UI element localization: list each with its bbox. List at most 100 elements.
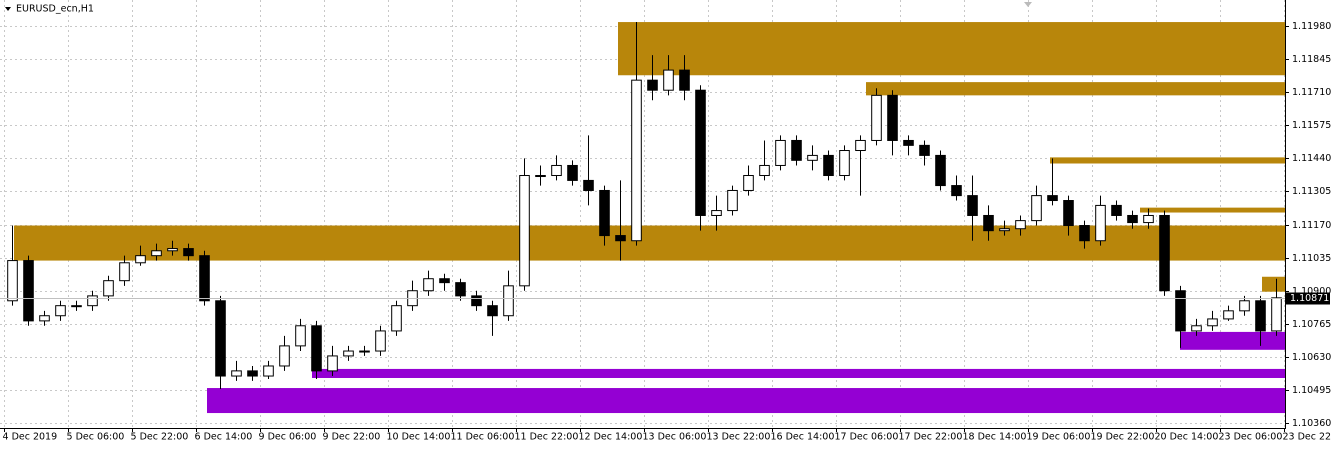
candle-body <box>551 164 562 177</box>
candle-body <box>823 154 834 177</box>
candle-body <box>215 300 226 377</box>
candle-body <box>327 355 338 372</box>
candle-body <box>1015 220 1026 230</box>
candle-body <box>583 179 594 191</box>
zone <box>14 225 1285 261</box>
x-tick-label: 5 Dec 22:00 <box>131 432 189 443</box>
x-tick-label: 11 Dec 22:00 <box>515 432 579 443</box>
candle-body <box>951 185 962 197</box>
candle-body <box>23 260 34 322</box>
candle-body <box>919 144 930 156</box>
candle-body <box>791 139 802 161</box>
candle-body <box>839 150 850 177</box>
candle-body <box>1111 204 1122 216</box>
candle-body <box>295 325 306 347</box>
candle-body <box>247 370 258 377</box>
candle-body <box>1239 300 1250 312</box>
candle-body <box>471 295 482 307</box>
candle-body <box>727 189 738 212</box>
chart-title: EURUSD_ecn,H1 <box>16 4 94 15</box>
candle-body <box>999 228 1010 232</box>
candle-body <box>1095 204 1106 242</box>
candle-body <box>7 260 18 302</box>
x-tick-label: 6 Dec 14:00 <box>195 432 253 443</box>
x-tick-label: 17 Dec 06:00 <box>835 432 899 443</box>
y-tick-label: 1.11575 <box>1292 120 1331 131</box>
candle-body <box>199 255 210 302</box>
symbol-menu[interactable] <box>5 7 11 11</box>
candle-body <box>535 175 546 178</box>
candle-body <box>375 330 386 352</box>
candle-body <box>503 285 514 317</box>
candle-body <box>983 214 994 232</box>
candle-body <box>359 350 370 353</box>
candle-body <box>599 189 610 237</box>
y-tick-label: 1.11305 <box>1292 186 1331 197</box>
candle-body <box>775 139 786 166</box>
x-tick-label: 19 Dec 06:00 <box>1027 432 1091 443</box>
y-tick-label: 1.11710 <box>1292 87 1331 98</box>
last-price-label: 1.10871 <box>1290 293 1329 304</box>
candle-body <box>455 282 466 297</box>
x-tick-label: 17 Dec 22:00 <box>899 432 963 443</box>
candle-body <box>519 175 530 287</box>
candle-body <box>711 210 722 216</box>
candle-body <box>103 280 114 297</box>
candle-body <box>183 248 194 257</box>
candle-body <box>71 305 82 308</box>
candle-body <box>967 195 978 216</box>
candle-body <box>1127 214 1138 224</box>
x-tick-label: 19 Dec 22:00 <box>1091 432 1155 443</box>
x-tick-label: 13 Dec 22:00 <box>707 432 771 443</box>
candle-body <box>1031 195 1042 222</box>
x-tick-label: 5 Dec 06:00 <box>67 432 125 443</box>
y-tick-label: 1.11440 <box>1292 153 1331 164</box>
x-tick-label: 9 Dec 06:00 <box>259 432 317 443</box>
zone <box>1262 276 1285 292</box>
x-tick-label: 18 Dec 14:00 <box>963 432 1027 443</box>
x-tick-label: 11 Dec 06:00 <box>451 432 515 443</box>
candle-body <box>487 305 498 317</box>
candle-body <box>743 175 754 191</box>
zone <box>618 22 1285 76</box>
zone <box>866 82 1285 96</box>
candle-body <box>1047 195 1058 202</box>
candle-body <box>279 345 290 367</box>
candle-body <box>1063 200 1074 227</box>
candle-body <box>391 305 402 332</box>
candle-body <box>1175 290 1186 332</box>
x-tick-label: 4 Dec 2019 <box>3 432 58 443</box>
candle-body <box>263 365 274 377</box>
y-tick-label: 1.10765 <box>1292 319 1331 330</box>
candle-body <box>87 295 98 307</box>
candle-body <box>631 79 642 242</box>
candle-body <box>439 278 450 284</box>
candle-body <box>167 248 178 252</box>
y-tick-label: 1.11170 <box>1292 220 1331 231</box>
candle-body <box>887 94 898 141</box>
y-tick-label: 1.10900 <box>1292 286 1331 297</box>
candle-body <box>1207 318 1218 327</box>
candle-body <box>231 370 242 377</box>
y-tick-label: 1.10360 <box>1292 418 1331 429</box>
candle-body <box>647 79 658 91</box>
plot-layer <box>0 0 1285 428</box>
last-price-box <box>1286 292 1330 305</box>
candle-body <box>151 250 162 257</box>
candle-body <box>1255 300 1266 332</box>
candle-body <box>119 262 130 282</box>
zone <box>1180 331 1285 350</box>
candle-body <box>1223 310 1234 320</box>
candle-body <box>663 69 674 91</box>
candle-body <box>1159 214 1170 292</box>
y-tick-label: 1.10630 <box>1292 352 1331 363</box>
candle-body <box>55 305 66 317</box>
x-tick-label: 12 Dec 14:00 <box>579 432 643 443</box>
zone <box>1050 157 1285 164</box>
x-tick-label: 23 Dec 22:00 <box>1283 432 1331 443</box>
x-tick-label: 10 Dec 14:00 <box>387 432 451 443</box>
x-tick-label: 20 Dec 14:00 <box>1155 432 1219 443</box>
x-tick-label: 16 Dec 14:00 <box>771 432 835 443</box>
x-tick-label: 13 Dec 06:00 <box>643 432 707 443</box>
candle-body <box>807 154 818 161</box>
